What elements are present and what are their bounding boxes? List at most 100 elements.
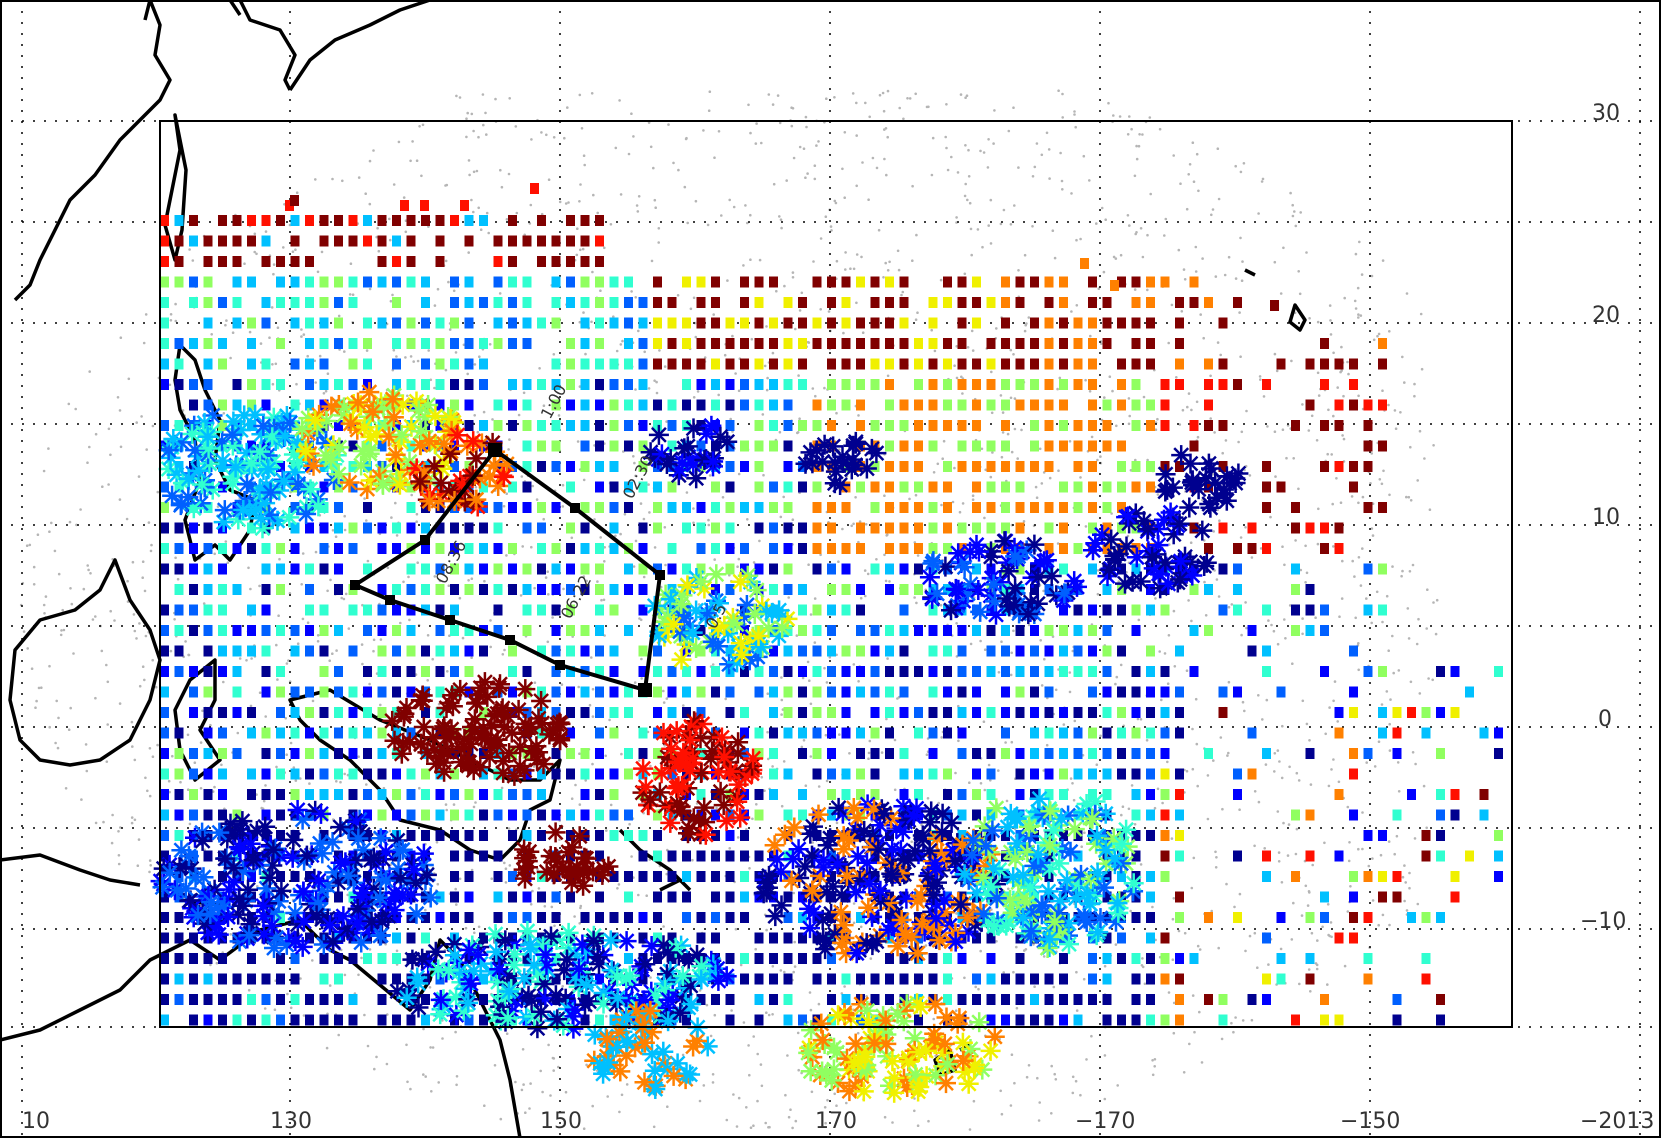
obs-square-marker: [972, 502, 981, 513]
swath-dot: [199, 741, 203, 744]
swath-dot: [787, 596, 790, 599]
swath-dot: [411, 140, 414, 143]
obs-square-marker: [1088, 481, 1097, 493]
swath-dot: [1075, 1009, 1079, 1012]
obs-square-marker: [928, 317, 938, 329]
obs-square-marker: [1378, 399, 1387, 411]
swath-dot: [817, 1002, 821, 1006]
obs-square-marker: [464, 912, 474, 923]
obs-square-marker: [1044, 666, 1054, 677]
obs-square-marker: [493, 256, 503, 267]
swath-dot: [1264, 763, 1268, 766]
obs-square-marker: [276, 830, 285, 841]
obs-square-marker: [653, 297, 662, 308]
swath-dot: [1241, 700, 1245, 704]
swath-dot: [489, 645, 493, 649]
swath-dot: [1191, 727, 1194, 731]
obs-square-marker: [174, 727, 184, 739]
obs-square-marker: [1117, 399, 1126, 411]
swath-dot: [1188, 163, 1192, 166]
obs-square-marker: [1146, 686, 1155, 698]
swath-dot: [833, 96, 836, 99]
swath-dot: [751, 817, 754, 821]
obs-square-marker: [682, 891, 691, 903]
swath-dot: [229, 933, 232, 936]
obs-square-marker: [914, 789, 923, 800]
obs-square-marker: [1363, 563, 1373, 575]
obs-square-marker: [305, 379, 314, 390]
obs-square-marker: [363, 215, 372, 226]
obs-square-marker: [1059, 379, 1068, 390]
swath-dot: [1432, 444, 1435, 447]
swath-dot: [552, 1069, 555, 1072]
obs-square-marker: [1160, 379, 1170, 390]
swath-dot: [1227, 680, 1231, 684]
obs-square-marker: [609, 297, 619, 308]
swath-dot: [376, 226, 379, 230]
obs-square-marker: [551, 543, 561, 554]
swath-dot: [791, 276, 795, 279]
swath-dot: [504, 881, 508, 884]
obs-square-marker: [1117, 953, 1126, 964]
swath-dot: [1361, 847, 1364, 851]
obs-square-marker: [1349, 707, 1358, 718]
obs-square-marker: [1044, 686, 1054, 698]
obs-square-marker: [1131, 768, 1141, 780]
obs-square-marker: [986, 440, 996, 452]
swath-dot: [174, 556, 177, 560]
obs-square-marker: [508, 420, 517, 431]
swath-dot: [1070, 192, 1073, 195]
obs-square-marker: [1305, 358, 1315, 370]
swath-dot: [1166, 760, 1169, 764]
obs-square-marker: [1407, 789, 1416, 800]
obs-square-marker: [566, 399, 575, 411]
swath-dot: [955, 376, 959, 380]
obs-square-marker: [1102, 543, 1112, 554]
obs-square-marker: [580, 276, 590, 288]
obs-square-marker: [1044, 440, 1054, 452]
obs-square-marker: [203, 973, 213, 985]
obs-square-marker: [363, 666, 372, 677]
swath-dot: [1281, 545, 1284, 548]
obs-square-marker: [1233, 297, 1242, 308]
obs-square-marker: [160, 604, 169, 616]
obs-square-marker: [1320, 461, 1329, 472]
obs-square-marker: [1334, 522, 1344, 534]
swath-dot: [1244, 526, 1247, 529]
obs-square-marker: [1218, 461, 1228, 472]
swath-dot: [68, 520, 72, 524]
swath-dot: [1279, 292, 1283, 295]
swath-dot: [552, 353, 556, 356]
swath-dot: [698, 1099, 702, 1103]
obs-square-marker: [464, 338, 474, 349]
swath-dot: [1069, 777, 1073, 780]
swath-dot: [987, 138, 990, 141]
swath-dot: [983, 648, 987, 651]
swath-dot: [1409, 445, 1412, 449]
obs-square-marker: [334, 502, 343, 513]
obs-square-marker: [827, 666, 836, 677]
swath-dot: [94, 821, 98, 825]
obs-square-marker: [870, 379, 880, 390]
swath-dot: [682, 704, 685, 707]
obs-square-marker: [1088, 502, 1097, 513]
swath-dot: [245, 659, 248, 662]
obs-square-marker: [624, 276, 633, 288]
swath-dot: [1060, 179, 1064, 183]
obs-square-marker: [1146, 399, 1155, 411]
swath-dot: [754, 947, 757, 951]
swath-dot: [141, 560, 145, 563]
obs-square-marker: [885, 461, 894, 472]
obs-square-marker: [450, 830, 459, 841]
obs-square-marker: [392, 707, 401, 718]
swath-dot: [1245, 626, 1248, 630]
swath-dot: [636, 210, 640, 213]
swath-dot: [1137, 618, 1141, 622]
swath-dot: [637, 893, 640, 897]
swath-dot: [664, 563, 667, 567]
swath-dot: [737, 557, 741, 561]
obs-square-marker: [435, 625, 445, 636]
swath-dot: [798, 145, 802, 149]
swath-dot: [366, 559, 370, 563]
obs-square-marker: [1059, 399, 1068, 411]
